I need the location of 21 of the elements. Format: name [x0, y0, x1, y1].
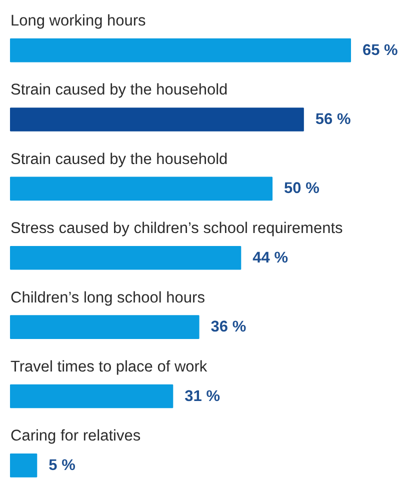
- bar: [10, 176, 273, 201]
- bar: [10, 384, 174, 408]
- data-label: 5 %: [48, 456, 76, 474]
- bar: [10, 246, 242, 270]
- data-label: 50 %: [284, 180, 320, 198]
- bar: [10, 315, 200, 339]
- y-tick-label: Children’s long school hours: [10, 289, 206, 306]
- data-label: 56 %: [315, 111, 351, 128]
- y-tick-label: Caring for relatives: [10, 428, 141, 445]
- bar: [10, 454, 38, 478]
- bar: [10, 108, 304, 132]
- y-tick-label: Long working hours: [10, 12, 146, 30]
- data-label: 44 %: [252, 249, 288, 266]
- y-tick-label: Strain caused by the household: [10, 150, 228, 168]
- y-tick-label: Stress caused by children’s school requirements: [10, 220, 344, 238]
- y-tick-label: Travel times to place of work: [10, 358, 208, 376]
- bar: [10, 38, 351, 62]
- data-label: 65 %: [362, 42, 398, 59]
- y-tick-label: Strain caused by the household: [10, 82, 228, 99]
- data-label: 36 %: [210, 318, 246, 336]
- data-label: 31 %: [184, 388, 220, 405]
